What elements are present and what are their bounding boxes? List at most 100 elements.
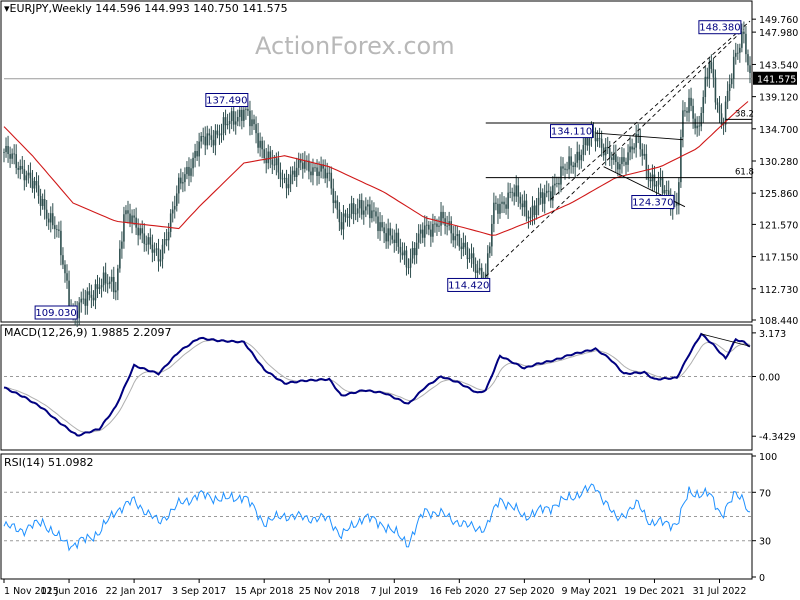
- candle-body: [245, 108, 247, 110]
- candle-body: [572, 165, 574, 168]
- candle-body: [204, 136, 207, 146]
- candle-body: [507, 192, 509, 209]
- candle-body: [730, 78, 733, 85]
- candle-body: [281, 178, 284, 180]
- candle-body: [68, 280, 70, 307]
- candle-body: [438, 225, 440, 227]
- candle-body: [570, 156, 572, 166]
- candle-body: [464, 242, 467, 248]
- candle-body: [131, 215, 133, 224]
- candle-body: [96, 284, 99, 289]
- candle-body: [354, 213, 357, 215]
- candle-body: [310, 171, 312, 176]
- candle-body: [86, 291, 89, 306]
- rsi-pane-name: RSI(14): [4, 456, 45, 469]
- time-axis-label: 22 Jan 2017: [106, 586, 163, 597]
- candle-body: [365, 206, 367, 211]
- candle-body: [405, 250, 408, 268]
- candle-body: [236, 117, 239, 122]
- candle-body: [549, 191, 552, 201]
- candle-body: [661, 178, 664, 194]
- candle-body: [631, 146, 633, 150]
- candle-body: [576, 151, 579, 163]
- candle-body: [64, 264, 66, 274]
- candle-body: [440, 211, 442, 226]
- candle-body: [667, 190, 670, 195]
- rsi-axis-label: 70: [759, 488, 771, 499]
- candle-body: [519, 196, 522, 204]
- axis-labels: 149.760 147.980 143.540 139.120 134.700 130.2…: [3, 15, 798, 597]
- candle-body: [43, 199, 46, 210]
- time-axis-label: 1 Nov 2015: [4, 586, 59, 597]
- candle-body: [625, 161, 627, 165]
- candle-body: [108, 281, 111, 284]
- candle-body: [657, 180, 660, 185]
- price-axis-label: 149.760: [759, 15, 798, 26]
- candle-body: [466, 247, 469, 260]
- sma-line: [3, 101, 749, 236]
- candle-body: [295, 167, 298, 177]
- candle-body: [145, 243, 148, 245]
- candle-body: [283, 177, 286, 179]
- rsi-line: [3, 483, 751, 552]
- candle-body: [188, 166, 190, 176]
- candle-body: [15, 154, 17, 168]
- candle-body: [712, 68, 715, 78]
- candle-body: [385, 233, 387, 242]
- candle-body: [379, 222, 381, 232]
- time-axis-label: 15 Apr 2018: [235, 586, 294, 597]
- candle-body: [23, 169, 26, 181]
- candle-body: [460, 246, 463, 250]
- price-annotation-box: [34, 305, 78, 320]
- candle-body: [635, 133, 637, 148]
- candle-body: [214, 130, 217, 146]
- candle-body: [45, 209, 48, 219]
- candle-body: [641, 149, 644, 156]
- candle-body: [123, 214, 125, 242]
- candle-body: [649, 179, 652, 182]
- candle-body: [495, 202, 497, 204]
- candle-body: [49, 213, 52, 223]
- candle-body: [739, 47, 741, 53]
- candle-body: [545, 190, 548, 194]
- candle-body: [13, 153, 15, 155]
- candle-body: [501, 201, 503, 204]
- candle-body: [112, 276, 115, 293]
- candle-body: [7, 145, 9, 155]
- price-annotation-box: [698, 20, 742, 35]
- candle-body: [208, 133, 211, 136]
- candle-body: [302, 162, 304, 169]
- candle-body: [472, 253, 475, 265]
- candle-body: [547, 190, 550, 192]
- price-annotation-label: 137.490: [206, 95, 247, 106]
- candle-body: [716, 102, 719, 105]
- candle-body: [663, 190, 666, 194]
- candle-body: [676, 202, 678, 206]
- candle-body: [706, 76, 709, 79]
- candle-body: [135, 217, 137, 228]
- candle-body: [592, 131, 595, 133]
- candle-body: [222, 117, 225, 134]
- candle-body: [552, 185, 554, 201]
- candle-body: [336, 200, 339, 210]
- candle-body: [360, 199, 363, 215]
- candle-body: [259, 140, 261, 148]
- candle-body: [328, 172, 331, 174]
- candle-body: [659, 178, 662, 181]
- price-annotation-label: 114.420: [448, 280, 489, 291]
- candle-body: [608, 147, 611, 158]
- candle-body: [230, 111, 233, 122]
- candle-body: [171, 209, 174, 214]
- candle-body: [639, 135, 642, 150]
- candle-body: [684, 110, 686, 112]
- candle-body: [326, 172, 328, 179]
- candle-body: [381, 222, 383, 228]
- candle-body: [332, 188, 335, 204]
- candle-body: [517, 185, 520, 197]
- candle-body: [141, 228, 144, 234]
- candle-body: [194, 151, 196, 158]
- candle-body: [19, 165, 22, 170]
- candle-body: [41, 199, 44, 206]
- candle-body: [155, 248, 158, 250]
- candle-body: [430, 229, 432, 237]
